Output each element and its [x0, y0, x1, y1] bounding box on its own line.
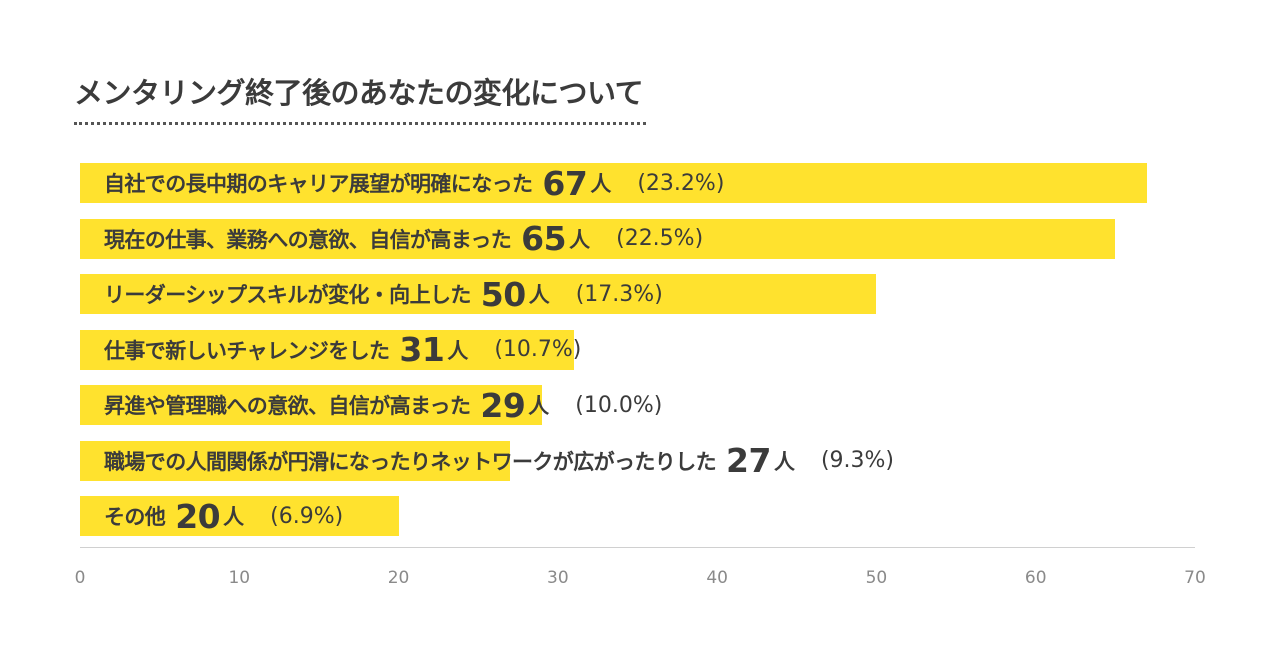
bar	[80, 218, 1116, 259]
x-tick-label: 50	[865, 568, 888, 588]
value-label: 50	[480, 274, 526, 314]
chart-title: メンタリング終了後のあなたの変化について	[74, 76, 644, 110]
percentage-label: (6.9%)	[270, 503, 344, 529]
value-label: 20	[175, 496, 221, 536]
percentage-label: (10.7%)	[494, 337, 582, 362]
bar-label: その他 20 人 (6.9%)	[104, 496, 343, 536]
bar	[80, 385, 542, 425]
x-tick-label: 40	[706, 568, 728, 588]
bar-label: 職場での人間関係が円滑になったりネットワークが広がったりした 27 人 (9.3%)	[104, 441, 894, 481]
bar	[80, 496, 399, 536]
category-label: その他	[104, 505, 166, 529]
category-label: リーダーシップスキルが変化・向上した	[104, 283, 471, 307]
value-label: 67	[542, 163, 588, 203]
x-axis-line	[80, 547, 1195, 548]
category-label: 職場での人間関係が円滑になったりネットワークが広がったりした	[104, 449, 717, 474]
unit-label: 人	[773, 449, 795, 474]
percentage-label: (23.2%)	[637, 170, 725, 196]
bar	[80, 440, 511, 481]
bar-label: 現在の仕事、業務への意欲、自信が高まった 65 人 (22.5%)	[104, 219, 703, 259]
bar-label: リーダーシップスキルが変化・向上した 50 人 (17.3%)	[104, 274, 663, 314]
x-tick-label: 60	[1024, 568, 1047, 588]
unit-label: 人	[569, 227, 591, 252]
category-label: 昇進や管理職への意欲、自信が高まった	[104, 394, 471, 418]
bar	[80, 274, 877, 314]
value-label: 27	[726, 441, 771, 480]
bar	[80, 329, 574, 370]
x-tick-label: 30	[547, 568, 569, 588]
value-label: 29	[480, 385, 526, 425]
percentage-label: (10.0%)	[575, 392, 663, 418]
bar	[80, 163, 1148, 203]
x-tick-label: 20	[387, 568, 410, 588]
bar-label: 自社での長中期のキャリア展望が明確になった 67 人 (23.2%)	[104, 163, 724, 203]
category-label: 現在の仕事、業務への意欲、自信が高まった	[104, 227, 512, 252]
unit-label: 人	[447, 338, 469, 363]
category-label: 自社での長中期のキャリア展望が明確になった	[104, 172, 533, 196]
value-label: 31	[399, 330, 445, 369]
unit-label: 人	[528, 283, 550, 307]
value-label: 65	[521, 219, 567, 258]
percentage-label: (17.3%)	[575, 281, 663, 307]
percentage-label: (22.5%)	[616, 226, 704, 251]
x-tick-label: 0	[74, 568, 86, 588]
x-tick-label: 10	[228, 568, 251, 588]
category-label: 仕事で新しいチャレンジをした	[104, 338, 390, 363]
unit-label: 人	[223, 505, 245, 529]
x-tick-label: 70	[1184, 568, 1206, 588]
unit-label: 人	[590, 172, 612, 196]
title-divider	[74, 122, 646, 125]
percentage-label: (9.3%)	[820, 448, 894, 473]
unit-label: 人	[528, 394, 550, 418]
bar-label: 仕事で新しいチャレンジをした 31 人 (10.7%)	[104, 330, 581, 370]
bar-label: 昇進や管理職への意欲、自信が高まった 29 人 (10.0%)	[104, 385, 662, 425]
